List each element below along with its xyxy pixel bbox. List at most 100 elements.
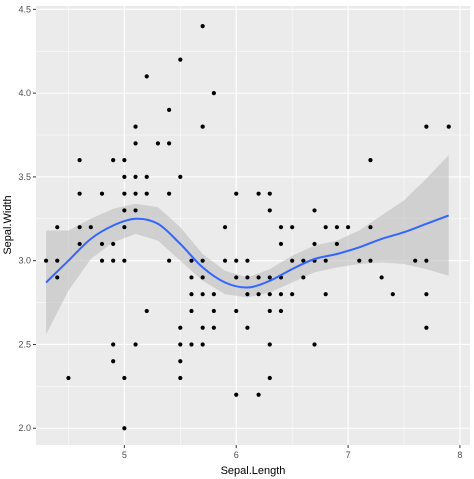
data-point-31 <box>133 124 138 129</box>
x-axis-title: Sepal.Length <box>221 465 286 477</box>
data-point-108 <box>368 158 373 163</box>
data-point-115 <box>424 124 429 129</box>
data-point-27 <box>133 208 138 213</box>
data-point-1 <box>55 275 60 280</box>
data-point-114 <box>424 258 429 263</box>
data-point-62 <box>211 91 216 96</box>
x-tick-label-3: 8 <box>457 450 462 460</box>
data-point-0 <box>43 258 49 263</box>
smooth-line-layer <box>45 214 450 289</box>
data-point-75 <box>256 292 261 297</box>
data-point-110 <box>390 292 395 297</box>
data-point-34 <box>144 174 149 180</box>
x-tick-label-0: 5 <box>122 450 127 460</box>
data-point-93 <box>301 275 306 280</box>
data-point-82 <box>267 275 272 280</box>
data-point-83 <box>267 208 272 213</box>
data-point-12 <box>99 191 105 196</box>
data-point-14 <box>111 342 116 347</box>
data-point-44 <box>178 325 183 330</box>
data-point-57 <box>200 124 205 129</box>
data-points <box>43 24 451 431</box>
data-point-8 <box>77 158 82 163</box>
data-point-23 <box>122 191 127 196</box>
data-point-2 <box>55 258 60 263</box>
data-point-30 <box>133 141 138 146</box>
data-point-37 <box>167 258 172 263</box>
data-point-84 <box>267 191 272 196</box>
data-point-29 <box>133 174 138 180</box>
data-point-90 <box>290 292 295 297</box>
data-point-6 <box>77 225 82 230</box>
data-point-43 <box>178 342 183 347</box>
data-point-60 <box>211 308 216 314</box>
data-point-54 <box>200 292 205 297</box>
data-point-33 <box>144 191 149 196</box>
data-point-45 <box>178 174 183 180</box>
data-point-99 <box>323 292 328 297</box>
data-point-61 <box>211 292 216 297</box>
data-point-65 <box>234 392 239 397</box>
data-point-32 <box>144 308 149 314</box>
data-point-28 <box>133 191 138 196</box>
data-point-80 <box>267 308 272 314</box>
data-point-59 <box>211 325 216 330</box>
y-axis-title: Sepal.Width <box>2 195 14 254</box>
data-point-81 <box>267 292 272 297</box>
data-point-17 <box>111 158 116 163</box>
data-point-20 <box>122 258 127 263</box>
data-point-66 <box>234 308 239 314</box>
data-point-79 <box>267 342 272 347</box>
data-point-85 <box>278 308 284 314</box>
x-tick-label-1: 6 <box>234 450 239 460</box>
data-point-21 <box>122 225 127 230</box>
data-point-11 <box>99 241 105 247</box>
data-point-9 <box>88 225 93 230</box>
data-point-13 <box>111 359 116 364</box>
data-point-53 <box>200 325 205 330</box>
data-point-41 <box>178 375 183 381</box>
data-point-88 <box>278 241 284 247</box>
data-point-50 <box>189 275 194 280</box>
data-point-100 <box>323 258 328 263</box>
data-point-91 <box>290 258 295 263</box>
data-point-15 <box>111 258 116 263</box>
data-point-25 <box>122 158 127 163</box>
data-point-101 <box>323 225 328 230</box>
x-axis: 5 6 7 8 <box>122 445 462 460</box>
data-point-18 <box>122 426 127 431</box>
smooth-line <box>45 214 450 289</box>
data-point-58 <box>200 24 205 29</box>
data-point-24 <box>122 174 127 180</box>
data-point-42 <box>178 359 183 364</box>
data-point-35 <box>144 74 149 79</box>
data-point-56 <box>200 258 205 263</box>
data-point-109 <box>379 275 384 280</box>
data-point-64 <box>222 225 228 230</box>
data-point-71 <box>245 292 250 297</box>
data-point-22 <box>122 208 127 213</box>
data-point-49 <box>189 292 194 297</box>
data-point-111 <box>413 258 418 263</box>
data-point-48 <box>189 308 194 314</box>
data-point-38 <box>167 191 172 196</box>
data-point-107 <box>368 225 373 230</box>
data-point-5 <box>77 241 82 247</box>
data-point-69 <box>234 191 239 196</box>
data-point-113 <box>424 292 429 297</box>
data-point-40 <box>167 107 172 112</box>
y-tick-label-2: 3.0 <box>18 256 31 266</box>
data-point-106 <box>368 258 373 263</box>
data-point-4 <box>66 375 71 381</box>
data-point-55 <box>200 275 205 280</box>
data-point-16 <box>111 241 116 247</box>
y-axis: 2.0 2.5 3.0 3.5 4.0 4.5 <box>18 4 36 433</box>
data-point-104 <box>345 225 351 230</box>
data-point-3 <box>55 225 60 230</box>
data-point-94 <box>301 258 306 263</box>
x-tick-label-2: 7 <box>346 450 351 460</box>
data-point-73 <box>245 258 250 263</box>
data-point-74 <box>256 392 261 397</box>
data-point-78 <box>267 375 272 381</box>
